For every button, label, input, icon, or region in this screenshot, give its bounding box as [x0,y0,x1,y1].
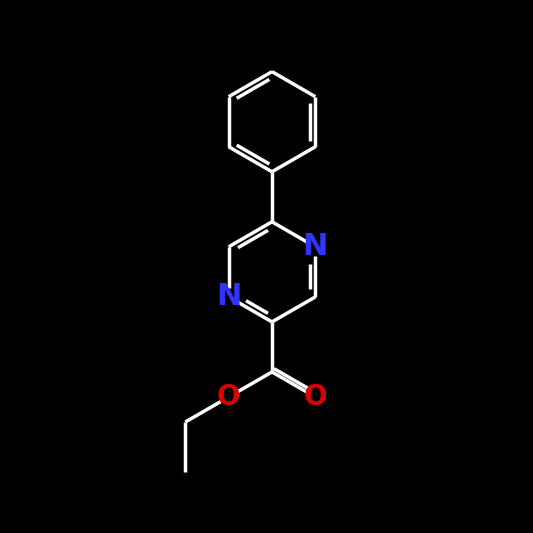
Text: N: N [303,232,328,261]
Text: O: O [304,383,327,411]
Text: N: N [216,282,241,311]
Text: O: O [217,383,240,411]
